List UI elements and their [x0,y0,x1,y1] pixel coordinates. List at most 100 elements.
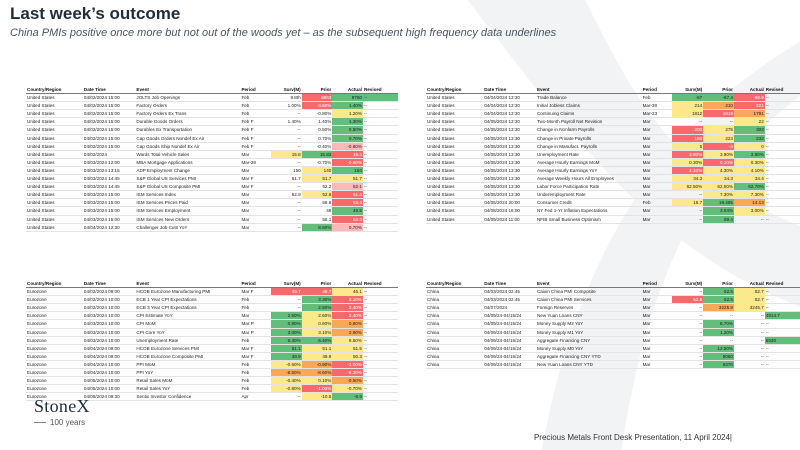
cell-datetime: 04/09/2024 11:00 [483,215,536,224]
cell-actual: 7.30% [733,190,765,200]
cell-revised: -- [764,198,800,208]
cell-country: United States [26,150,83,159]
cell-revised: -- [764,360,800,370]
cell-prior: 58.6 [301,198,333,208]
cell-prior: 52.6 [301,190,333,200]
cell-revised: -- [362,352,398,361]
cell-prior: 51.1 [301,344,333,353]
table-row: Eurozone 04/03/2024 10:00 CPI Core YoY Mar … [26,328,398,337]
cell-event: ISM Services New Orders [135,215,241,224]
cell-prior: -0.90% [301,360,333,370]
cell-prior: 52.5 [703,295,734,305]
column-header-prior: Prior [301,280,333,289]
cell-country: United States [26,109,83,119]
cell-survey: -- [672,117,704,127]
cell-revised: -- [764,142,800,151]
cell-event: Factory Orders [135,101,241,111]
cell-datetime: 04/09/24-04/15/24 [483,352,536,361]
table-row: United States 04/02/2024 15:00 Cap Goods O… [26,134,398,143]
cell-actual: 3.10% [332,295,363,305]
cell-revised: -- [362,174,398,184]
cell-country: Eurozone [26,303,83,313]
table-row: United States 04/03/2024 15:00 ISM Service… [26,190,398,200]
cell-revised: -- [362,384,398,394]
cell-actual: 1.30% [332,117,363,127]
cell-revised: -- [764,125,800,135]
cell-datetime: 04/05/2024 13:30 [483,182,536,192]
cell-prior: 3.10% [301,328,333,337]
cell-datetime: 04/05/2024 10:00 [82,384,136,394]
cell-survey: -- [271,134,302,143]
cell-period: Mar [240,223,272,232]
column-header-survey: Surv(M) [271,280,302,289]
column-header-actual: Actual [733,86,765,95]
cell-event: Durable Goods Orders [135,117,241,127]
table-row: China 04/07/2024 Foreign Reserves Mar -- 3225… [426,303,800,313]
cell-prior: 8863 [301,93,333,103]
cell-survey: 4.10% [672,166,704,176]
cell-revised: 4914.7 [764,311,800,321]
cell-actual: 0 [733,142,765,151]
cell-country: United States [26,117,83,127]
cell-revised: -- [362,198,398,208]
cell-event: ISM Services Employment [135,206,241,216]
cell-revised: -- [362,182,398,192]
cell-revised: -- [362,303,398,313]
cell-survey: -- [271,142,302,151]
cell-event: Change in Nonfarm Payrolls [535,125,642,135]
table-row: United States 04/08/2024 16:00 NY Fed 1-Yr… [426,206,800,216]
cell-country: Eurozone [26,392,83,402]
table-row: United States 04/05/2024 13:30 Change in N… [426,125,800,135]
cell-event: Retail Sales YoY [135,384,241,394]
column-header-country: Country/Region [426,280,484,289]
cell-datetime: 04/04/2024 13:30 [483,93,536,103]
cell-datetime: 04/04/2024 13:30 [483,101,536,111]
cell-actual: 51.4 [332,190,363,200]
cell-country: United States [26,198,83,208]
cell-revised: -- [764,109,800,119]
cell-actual: -- [733,319,765,329]
cell-period: Feb [240,295,272,305]
cell-datetime: 04/05/2024 13:30 [483,150,536,159]
cell-prior: 0.10% [703,158,734,167]
cell-country: United States [426,190,484,200]
cell-prior: -3.60% [301,101,333,111]
cell-prior: 0.70% [301,134,333,143]
cell-period: Feb [240,109,272,119]
cell-survey: 52.8 [271,190,302,200]
cell-period: Mar [240,150,272,159]
us_left-table: Country/Region Date Time Event Period Surv(M… [26,86,398,232]
cell-survey: 214 [672,101,704,111]
cell-prior: 49.9 [301,352,333,361]
table-row: United States 04/05/2024 13:30 Change in P… [426,134,800,143]
cell-actual: 1.40% [332,101,363,111]
cell-actual: -- [733,328,765,337]
cell-period: Mar [641,125,673,135]
cell-survey: -- [271,223,302,232]
header-row: Country/Region Date Time Event Period Surv(M… [426,280,800,289]
cell-prior: 7.30% [703,190,734,200]
cell-datetime: 04/03/2024 15:00 [82,215,136,224]
cell-country: Eurozone [26,344,83,353]
cell-country: Eurozone [26,336,83,345]
cell-event: Consumer Credit [535,198,642,208]
cell-period: Mar [240,166,272,176]
cell-actual: -8.30% [332,368,363,378]
cell-country: United States [426,117,484,127]
logo-divider [34,422,46,423]
cell-prior: 140 [301,166,333,176]
cell-event: Money Supply M1 YoY [535,328,642,337]
cell-datetime: 04/05/2024 13:30 [483,166,536,176]
cell-event: Labor Force Participation Rate [535,182,642,192]
table-row: United States 04/03/2024 15:00 ISM Service… [26,198,398,208]
cell-country: China [426,311,484,321]
cell-datetime: 04/09/24-04/15/24 [483,360,536,370]
cell-period: Mar [641,311,673,321]
cell-datetime: 04/03/2024 02:45 [483,287,536,297]
cell-survey: -- [672,344,704,353]
table-row: United States 04/03/2024 15:00 ISM Service… [26,206,398,216]
cell-event: Retail Sales MoM [135,376,241,386]
cell-survey: -0.80% [271,384,302,394]
cell-datetime: 04/05/2024 20:00 [483,198,536,208]
cell-survey: -- [672,190,704,200]
